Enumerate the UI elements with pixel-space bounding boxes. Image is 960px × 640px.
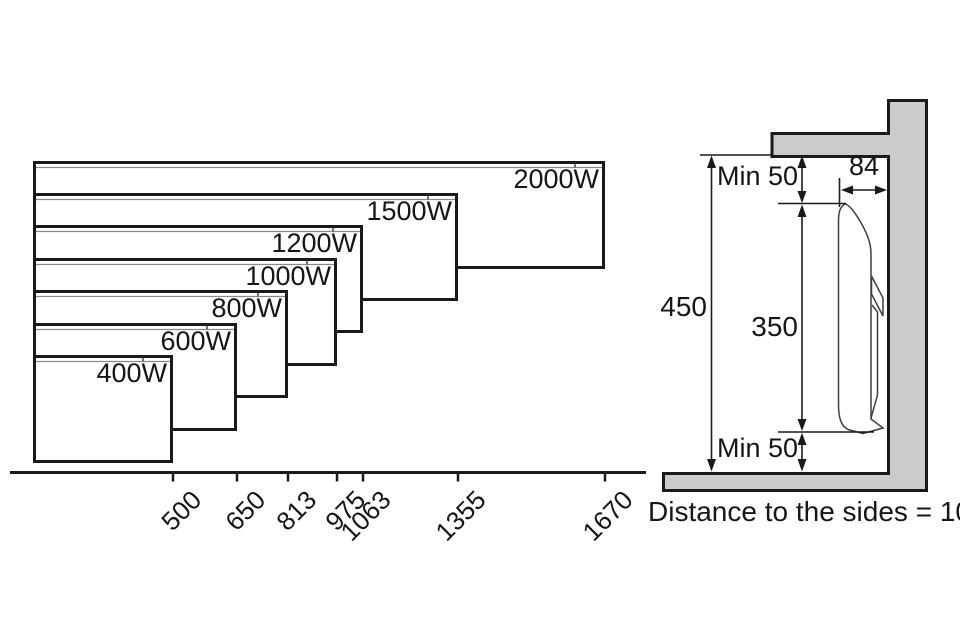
heater-rect-400w	[33, 355, 173, 463]
label-depth: 84	[848, 151, 879, 181]
label-heater-height: 350	[751, 311, 798, 342]
label-total-height: 450	[660, 291, 707, 322]
watt-label-600w: 600W	[160, 326, 231, 356]
label-bottom-clearance: Min 50	[716, 433, 798, 463]
wall-bracket-rail	[870, 304, 879, 419]
wall-section	[662, 99, 928, 492]
dim-84	[841, 185, 887, 195]
watt-label-1500w: 1500W	[366, 196, 452, 226]
watt-label-1200w: 1200W	[271, 228, 357, 258]
label-top-clearance: Min 50	[716, 161, 798, 191]
watt-label-1000w: 1000W	[245, 261, 331, 291]
dimension-lines	[707, 155, 887, 472]
watt-label-2000w: 2000W	[513, 164, 599, 194]
watt-label-800w: 800W	[211, 293, 282, 323]
heater-body	[837, 203, 872, 435]
watt-label-400w: 400W	[96, 358, 167, 388]
wall-bracket-hook	[870, 275, 884, 317]
heater-side-profile	[837, 203, 885, 435]
width-axis	[10, 471, 646, 482]
dim-min50-top	[797, 155, 807, 203]
dim-350	[797, 204, 807, 431]
size-chart-rectangles	[33, 161, 605, 463]
caption-distance-to-sides: Distance to the sides = 10	[648, 496, 960, 527]
dim-450	[707, 155, 716, 472]
installation-diagram	[662, 99, 928, 492]
extension-lines	[700, 154, 874, 433]
dim-min50-bottom	[797, 432, 807, 472]
